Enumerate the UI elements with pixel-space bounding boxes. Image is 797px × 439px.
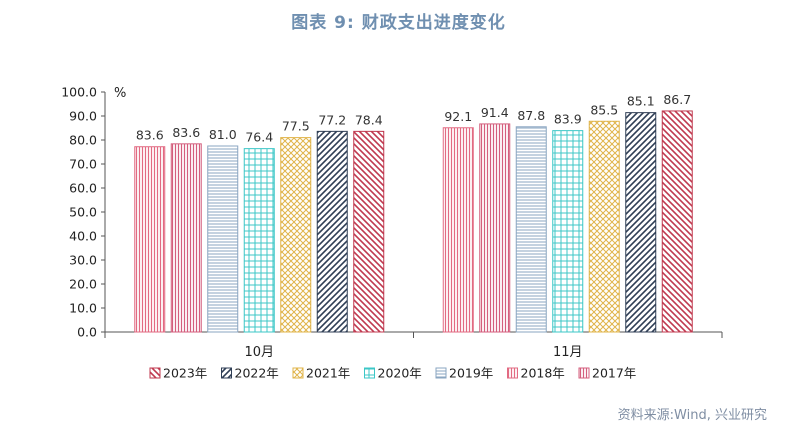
bar xyxy=(207,145,239,333)
bar xyxy=(661,110,693,333)
data-label: 87.8 xyxy=(517,108,545,123)
data-label: 86.7 xyxy=(663,92,691,107)
y-tick-label: 90.0 xyxy=(69,109,97,124)
data-label: 83.6 xyxy=(136,128,164,143)
bar xyxy=(243,148,275,333)
legend-label: 2022年 xyxy=(235,366,279,381)
bar xyxy=(280,137,312,333)
data-label: 76.4 xyxy=(245,130,273,145)
legend-label: 2021年 xyxy=(306,366,350,381)
bar xyxy=(552,130,584,333)
bar xyxy=(588,120,620,333)
y-tick-label: 0.0 xyxy=(77,325,97,340)
legend-swatch xyxy=(221,367,232,379)
legend-label: 2018年 xyxy=(521,366,565,381)
bar xyxy=(134,146,166,333)
y-tick-label: 20.0 xyxy=(69,277,97,292)
legend-swatch xyxy=(578,367,590,379)
legend: 2023年 2022年 2021年 2020年 2019年 2018年 2017年 xyxy=(149,366,636,381)
data-labels: 83.6 83.6 81.0 76.4 77.5 77.2 78.4 92.1 91.4 87.8… xyxy=(136,92,691,145)
y-tick-label: 80.0 xyxy=(69,133,97,148)
legend-label: 2023年 xyxy=(163,366,207,381)
legend-swatch xyxy=(507,367,518,379)
bar xyxy=(625,112,657,333)
legend-label: 2019年 xyxy=(449,366,493,381)
y-tick-label: 60.0 xyxy=(69,181,97,196)
data-label: 91.4 xyxy=(481,105,509,120)
chart-title: 图表 9: 财政支出进度变化 xyxy=(291,13,506,33)
legend-label: 2017年 xyxy=(592,366,636,381)
legend-label: 2020年 xyxy=(378,366,422,381)
data-label: 78.4 xyxy=(355,112,383,127)
bar xyxy=(353,130,385,333)
source-note: 资料来源:Wind, 兴业研究 xyxy=(617,408,767,423)
legend-swatch xyxy=(364,367,375,379)
data-label: 77.5 xyxy=(282,119,310,134)
x-tick-label: 11月 xyxy=(553,345,583,360)
data-label: 83.6 xyxy=(172,125,200,140)
x-tick-label: 10月 xyxy=(244,345,274,360)
bar xyxy=(442,127,474,333)
y-tick-label: 100.0 xyxy=(61,85,97,100)
legend-swatch xyxy=(292,367,304,379)
data-label: 85.1 xyxy=(627,94,655,109)
data-label: 77.2 xyxy=(318,112,346,127)
bars xyxy=(134,110,693,333)
y-tick-label: 10.0 xyxy=(69,301,97,316)
y-tick-label: 70.0 xyxy=(69,157,97,172)
data-label: 81.0 xyxy=(209,127,237,142)
bar xyxy=(479,123,511,333)
y-tick-label: 40.0 xyxy=(69,229,97,244)
legend-swatch xyxy=(435,367,447,379)
y-tick-label: 30.0 xyxy=(69,253,97,268)
bar xyxy=(170,143,202,333)
y-tick-label: 50.0 xyxy=(69,205,97,220)
bar xyxy=(316,130,348,333)
y-axis-unit: % xyxy=(114,86,126,101)
data-label: 92.1 xyxy=(444,109,472,124)
data-label: 85.5 xyxy=(590,102,618,117)
data-label: 83.9 xyxy=(554,112,582,127)
axes: 0.0 10.0 20.0 30.0 40.0 50.0 60.0 70.0 80.0 90.0 1… xyxy=(61,85,723,360)
bar xyxy=(515,126,547,333)
legend-swatch xyxy=(149,367,161,379)
